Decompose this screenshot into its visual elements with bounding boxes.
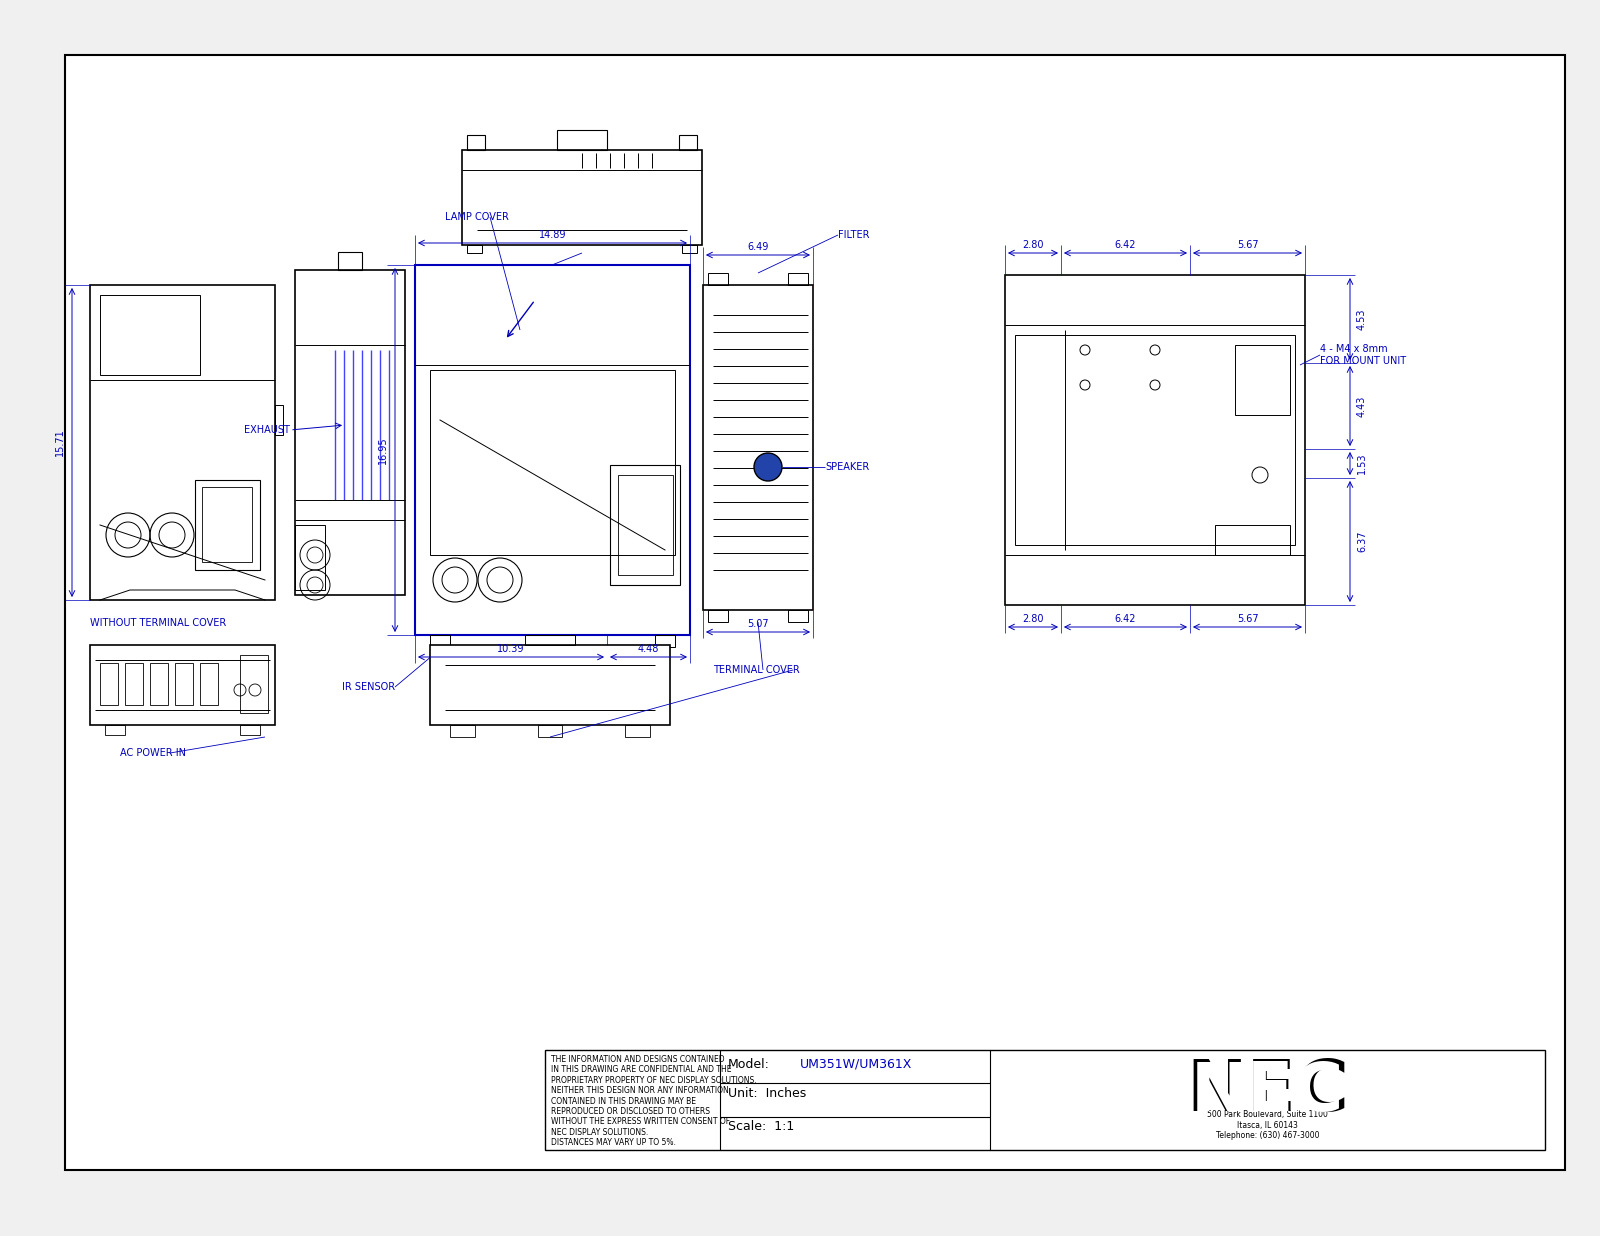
Bar — [1014, 335, 1294, 545]
Bar — [338, 252, 362, 269]
Bar — [150, 662, 168, 705]
Bar — [414, 265, 690, 635]
Text: 6.42: 6.42 — [1115, 240, 1136, 250]
Bar — [610, 465, 680, 585]
Bar — [678, 135, 698, 150]
Bar — [546, 1051, 1546, 1149]
Bar — [1005, 274, 1306, 604]
Text: EXHAUST: EXHAUST — [245, 425, 290, 435]
Text: LAMP COVER: LAMP COVER — [445, 213, 509, 222]
Bar — [90, 645, 275, 726]
Text: 2.80: 2.80 — [1022, 614, 1043, 624]
Text: THE INFORMATION AND DESIGNS CONTAINED
IN THIS DRAWING ARE CONFIDENTIAL AND THE
P: THE INFORMATION AND DESIGNS CONTAINED IN… — [550, 1056, 757, 1147]
Bar — [626, 726, 650, 737]
Text: TERMINAL COVER: TERMINAL COVER — [714, 665, 800, 675]
Text: NEC: NEC — [1190, 1059, 1344, 1125]
Bar — [467, 135, 485, 150]
Bar — [90, 286, 275, 599]
Text: 1.53: 1.53 — [1357, 452, 1366, 475]
Text: 10.39: 10.39 — [498, 644, 525, 654]
Text: Scale:  1:1: Scale: 1:1 — [728, 1120, 794, 1133]
Text: Unit:  Inches: Unit: Inches — [728, 1086, 806, 1100]
Bar — [450, 726, 475, 737]
Text: 4.43: 4.43 — [1357, 396, 1366, 417]
Bar — [709, 273, 728, 286]
Text: 5.67: 5.67 — [1237, 240, 1258, 250]
Text: FILTER: FILTER — [838, 230, 869, 240]
Text: 6.37: 6.37 — [1357, 530, 1366, 552]
Text: 500 Park Boulevard, Suite 1100
Itasca, IL 60143
Telephone: (630) 467-3000: 500 Park Boulevard, Suite 1100 Itasca, I… — [1206, 1110, 1328, 1140]
Bar — [275, 405, 283, 435]
Text: SPEAKER: SPEAKER — [826, 462, 869, 472]
Text: 2.80: 2.80 — [1022, 240, 1043, 250]
Text: 5.67: 5.67 — [1237, 614, 1258, 624]
Bar — [462, 150, 702, 245]
Text: IR SENSOR: IR SENSOR — [342, 682, 395, 692]
Bar — [1235, 345, 1290, 415]
Text: 14.89: 14.89 — [539, 230, 566, 240]
Bar — [294, 525, 325, 590]
Text: 4 - M4 x 8mm
FOR MOUNT UNIT: 4 - M4 x 8mm FOR MOUNT UNIT — [1320, 344, 1406, 366]
Text: 4.53: 4.53 — [1357, 308, 1366, 330]
Text: NEC: NEC — [1186, 1058, 1349, 1126]
Text: 16.95: 16.95 — [378, 436, 389, 464]
Text: 15.71: 15.71 — [54, 429, 66, 456]
Bar — [430, 635, 450, 646]
Circle shape — [754, 454, 782, 481]
Bar — [654, 635, 675, 646]
Bar — [525, 635, 574, 645]
Bar — [174, 662, 194, 705]
Bar — [101, 295, 200, 375]
Bar — [557, 130, 606, 150]
Bar — [200, 662, 218, 705]
Bar — [682, 245, 698, 253]
Text: 6.49: 6.49 — [747, 242, 768, 252]
Text: 5.07: 5.07 — [747, 619, 770, 629]
Text: 6.42: 6.42 — [1115, 614, 1136, 624]
Bar — [430, 645, 670, 726]
Bar — [294, 269, 405, 595]
Bar — [101, 662, 118, 705]
Text: WITHOUT TERMINAL COVER: WITHOUT TERMINAL COVER — [90, 618, 226, 628]
Bar — [789, 273, 808, 286]
Text: Model:: Model: — [728, 1058, 770, 1070]
Text: NEC: NEC — [1186, 1058, 1349, 1126]
Bar — [702, 286, 813, 611]
Text: UM351W/UM361X: UM351W/UM361X — [800, 1058, 912, 1070]
Bar — [789, 611, 808, 622]
Bar — [538, 726, 562, 737]
Bar — [709, 611, 728, 622]
Bar — [240, 726, 261, 735]
Bar — [125, 662, 142, 705]
Bar — [1214, 525, 1290, 555]
Bar — [195, 480, 261, 570]
Text: 4.48: 4.48 — [638, 644, 659, 654]
Bar — [467, 245, 482, 253]
Bar — [106, 726, 125, 735]
Bar — [618, 475, 674, 575]
Bar — [202, 487, 253, 562]
Text: AC POWER IN: AC POWER IN — [120, 748, 186, 758]
Bar — [240, 655, 269, 713]
